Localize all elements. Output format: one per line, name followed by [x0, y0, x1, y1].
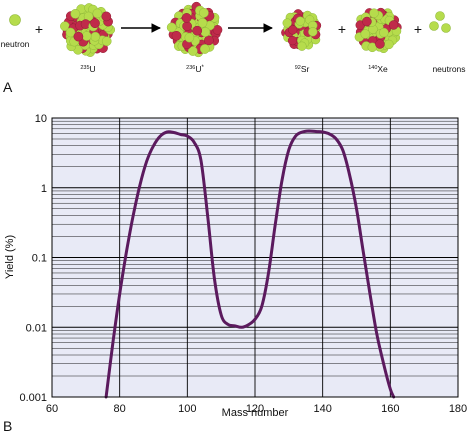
proton-ball [171, 30, 182, 41]
fission-reaction-panel: neutron + 235U 236U* 92Sr + 140Xe + [1, 1, 466, 95]
xe140-nucleus [354, 7, 402, 54]
panel-a-label: A [3, 79, 13, 95]
neutron-particle [9, 14, 21, 26]
x-tick-label: 80 [114, 403, 126, 415]
x-tick-label: 120 [246, 403, 264, 415]
u236-label: 236U* [186, 64, 204, 74]
proton-ball [181, 13, 192, 23]
neutron-label: neutron [1, 39, 30, 49]
x-tick-label: 100 [178, 403, 196, 415]
neutron-ball [282, 18, 292, 28]
neutron-ball [384, 39, 394, 50]
fission-yield-chart: 60 80 100 120 140 160 180 0.001 0.01 0.1 1 10 Mass… [3, 113, 467, 434]
neutrons-label: neutrons [432, 64, 465, 74]
proton-ball [288, 25, 298, 35]
y-axis-label: Yield (%) [4, 235, 16, 279]
proton-ball [388, 20, 399, 30]
plus-sign: + [35, 21, 43, 37]
neutron-ball [92, 8, 103, 19]
proton-ball [73, 31, 84, 42]
xe140-label: 140Xe [368, 64, 388, 74]
neutron-ball [187, 46, 198, 56]
proton-ball [101, 11, 112, 22]
neutron-ball [295, 16, 305, 26]
u235-nucleus [60, 3, 116, 57]
y-tick-labels: 0.001 0.01 0.1 1 10 [19, 113, 47, 404]
neutron-ball [197, 17, 208, 28]
panel-b-label: B [3, 418, 12, 434]
x-tick-labels: 60 80 100 120 140 160 180 [46, 403, 467, 415]
y-tick-label: 10 [35, 113, 47, 125]
u235-label: 235U [80, 64, 95, 74]
neutron-ball [360, 29, 371, 39]
x-axis-label: Mass number [222, 407, 289, 419]
plot-frame [51, 117, 459, 398]
yield-curve [104, 129, 396, 399]
neutron-ball [199, 44, 210, 54]
proton-ball [204, 35, 214, 46]
y-tick-label: 0.01 [26, 322, 47, 334]
proton-ball [182, 21, 192, 32]
x-tick-label: 180 [449, 403, 467, 415]
y-tick-label: 0.1 [32, 253, 47, 265]
neutron-ball [369, 8, 379, 18]
neutron-ball [184, 32, 195, 43]
neutron-ball [166, 22, 177, 33]
proton-ball [90, 18, 100, 29]
neutron-ball [101, 36, 112, 47]
x-tick-label: 140 [313, 403, 331, 415]
neutron-ball [308, 27, 318, 37]
neutron-ball [65, 27, 76, 38]
x-tick-label: 60 [46, 403, 58, 415]
u236-nucleus [166, 1, 223, 58]
y-tick-label: 1 [41, 183, 47, 195]
neutron-ball [90, 31, 101, 42]
proton-ball [287, 35, 298, 46]
neutron-ball [70, 9, 81, 19]
plus-sign: + [338, 21, 346, 37]
neutron-particle [435, 11, 445, 21]
plus-sign: + [414, 21, 422, 37]
neutron-particle [441, 23, 451, 33]
x-tick-label: 160 [381, 403, 399, 415]
neutron-ball [199, 7, 209, 18]
proton-ball [212, 25, 223, 35]
neutron-ball [379, 27, 389, 38]
sr92-label: 92Sr [295, 64, 310, 74]
proton-ball [375, 39, 385, 49]
neutron-ball [297, 41, 307, 51]
proton-ball [362, 16, 372, 27]
sr92-nucleus [281, 9, 322, 51]
neutron-ball [200, 27, 211, 37]
proton-ball [192, 25, 203, 36]
neutron-ball [81, 31, 92, 41]
neutron-particle [429, 21, 439, 31]
y-tick-label: 0.001 [19, 392, 47, 404]
